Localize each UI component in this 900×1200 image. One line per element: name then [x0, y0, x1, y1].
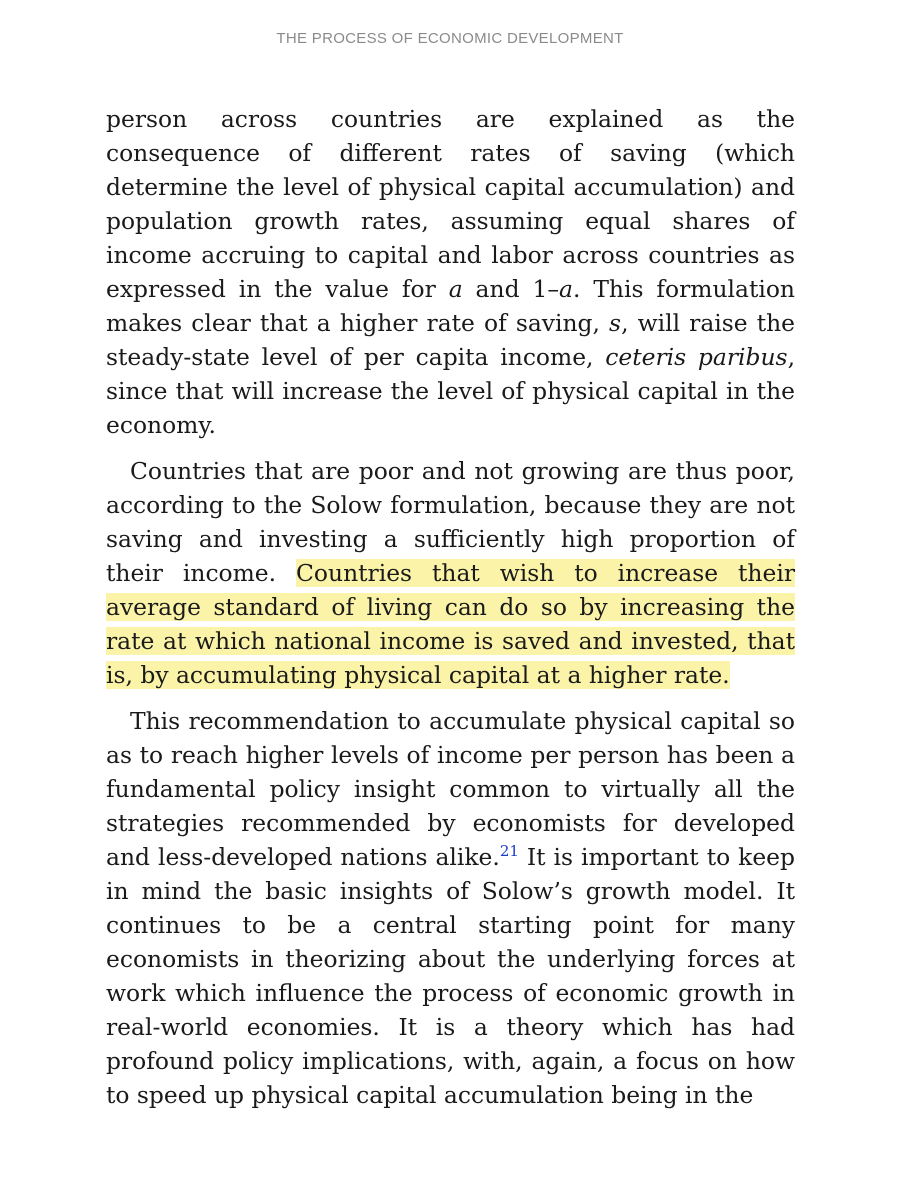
paragraph-3: This recommendation to accumulate physic…: [106, 704, 795, 1112]
latin-phrase: ceteris paribus: [605, 343, 788, 371]
variable-a: a: [448, 275, 463, 303]
variable-s: s: [609, 309, 622, 337]
paragraph-1-text-b: and 1–: [462, 275, 560, 303]
paragraph-3-text-a: This recommendation to accumulate physic…: [106, 707, 795, 871]
variable-a: a: [559, 275, 573, 303]
paragraph-2: Countries that are poor and not growing …: [106, 454, 796, 692]
paragraph-1-text-a: person across countries are explained as…: [106, 105, 795, 303]
paragraph-1-text-c: . This formulation makes clear that a hi…: [106, 275, 795, 337]
running-header: THE PROCESS OF ECONOMIC DEVELOPMENT: [276, 30, 624, 47]
paragraph-1-text-d: , will raise the steady-state level of p…: [106, 309, 796, 371]
page-body: person across countries are explained as…: [106, 102, 796, 1124]
footnote-link[interactable]: 21: [499, 842, 519, 861]
paragraph-1-text-e: , since that will increase the level of …: [106, 343, 795, 439]
paragraph-1: person across countries are explained as…: [106, 102, 795, 442]
paragraph-2-text-a: Countries that are poor and not growing …: [106, 457, 795, 587]
paragraph-3-text-b: It is important to keep in mind the basi…: [106, 843, 795, 1109]
